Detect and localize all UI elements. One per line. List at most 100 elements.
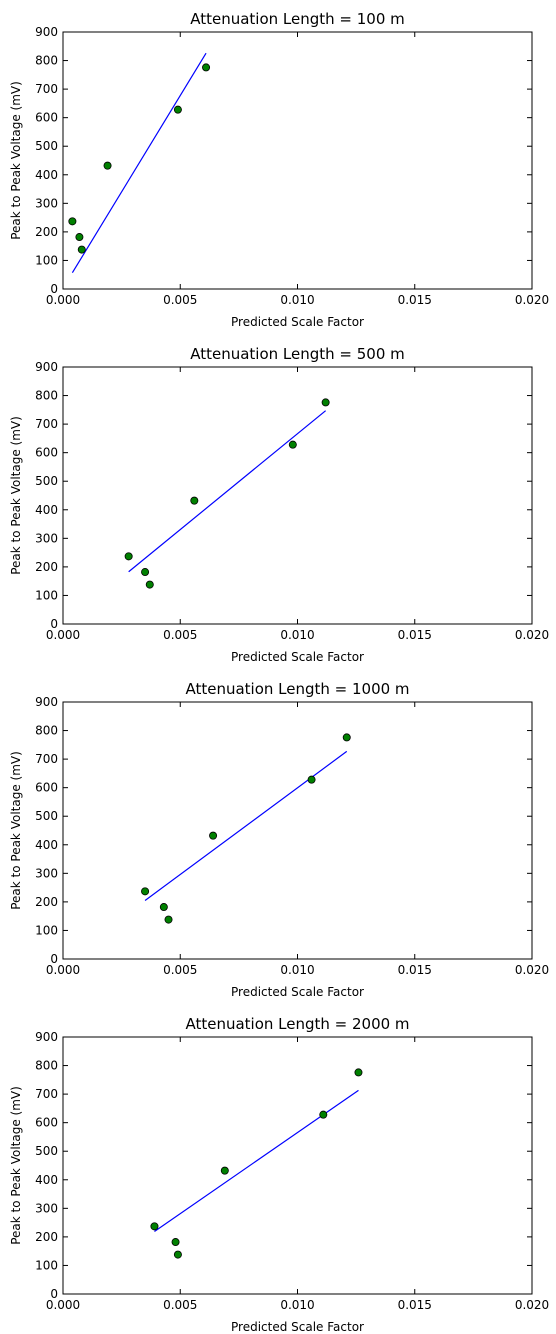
data-point	[141, 887, 150, 896]
y-tick-label: 200	[35, 895, 58, 909]
x-tick-label: 0.000	[46, 1298, 80, 1312]
y-tick-label: 600	[35, 446, 58, 460]
data-point	[141, 568, 150, 577]
data-point	[209, 831, 218, 840]
data-point	[321, 398, 330, 407]
y-tick-label: 700	[35, 417, 58, 431]
x-tick-label: 0.020	[515, 963, 549, 977]
data-point	[342, 733, 351, 742]
y-tick-label: 300	[35, 866, 58, 880]
y-tick-label: 400	[35, 838, 58, 852]
y-tick-label: 100	[35, 923, 58, 937]
data-point	[103, 161, 112, 170]
y-tick-label: 900	[35, 1030, 58, 1044]
y-tick-label: 300	[35, 196, 58, 210]
y-tick-label: 200	[35, 1230, 58, 1244]
y-tick-label: 500	[35, 809, 58, 823]
data-point	[288, 440, 297, 449]
y-tick-label: 700	[35, 752, 58, 766]
y-tick-label: 100	[35, 1258, 58, 1272]
y-tick-label: 600	[35, 781, 58, 795]
y-axis-label: Peak to Peak Voltage (mV)	[9, 1086, 23, 1245]
x-tick-label: 0.020	[515, 628, 549, 642]
x-axis-label: Predicted Scale Factor	[231, 650, 364, 664]
data-point	[202, 63, 211, 72]
y-tick-label: 400	[35, 168, 58, 182]
chart-panel-2: Attenuation Length = 500 m 0 100 200 300 400 5…	[9, 345, 549, 664]
data-point	[173, 105, 182, 114]
x-tick-label: 0.015	[398, 963, 432, 977]
y-tick-label: 700	[35, 1087, 58, 1101]
y-axis-label: Peak to Peak Voltage (mV)	[9, 751, 23, 910]
x-tick-label: 0.010	[280, 293, 314, 307]
plot-frame	[62, 366, 533, 625]
x-tick-label: 0.000	[46, 963, 80, 977]
y-tick-label: 500	[35, 139, 58, 153]
y-axis-label: Peak to Peak Voltage (mV)	[9, 416, 23, 575]
y-tick-label: 500	[35, 474, 58, 488]
y-tick-label: 500	[35, 1144, 58, 1158]
y-tick-label: 0	[50, 1287, 58, 1301]
data-point	[190, 496, 199, 505]
chart-panel-1: Attenuation Length = 100 m 0 100 200 300 400 5…	[9, 10, 549, 329]
x-tick-label: 0.015	[398, 1298, 432, 1312]
y-tick-label: 900	[35, 360, 58, 374]
y-tick-label: 600	[35, 1116, 58, 1130]
data-point	[164, 915, 173, 924]
y-tick-label: 800	[35, 389, 58, 403]
data-point	[171, 1238, 180, 1247]
y-tick-label: 0	[50, 952, 58, 966]
chart-panel-3: Attenuation Length = 1000 m 0 100 200 300 400…	[9, 680, 549, 999]
y-tick-label: 100	[35, 253, 58, 267]
y-tick-label: 600	[35, 111, 58, 125]
chart-title: Attenuation Length = 1000 m	[185, 680, 409, 698]
x-tick-label: 0.000	[46, 293, 80, 307]
data-point	[173, 1250, 182, 1259]
y-tick-label: 800	[35, 54, 58, 68]
data-point	[124, 552, 133, 561]
x-axis-label: Predicted Scale Factor	[231, 1320, 364, 1334]
x-tick-label: 0.005	[163, 293, 197, 307]
y-tick-label: 900	[35, 25, 58, 39]
plot-frame	[62, 1036, 533, 1295]
plot-frame	[62, 31, 533, 290]
x-tick-label: 0.015	[398, 293, 432, 307]
y-tick-label: 200	[35, 560, 58, 574]
y-tick-label: 300	[35, 531, 58, 545]
y-tick-label: 400	[35, 503, 58, 517]
y-tick-label: 0	[50, 617, 58, 631]
y-tick-label: 400	[35, 1173, 58, 1187]
chart-title: Attenuation Length = 2000 m	[185, 1015, 409, 1033]
plot-frame	[62, 701, 533, 960]
chart-panel-4: Attenuation Length = 2000 m 0 100 200 300 400…	[9, 1015, 549, 1334]
x-tick-label: 0.020	[515, 1298, 549, 1312]
data-point	[159, 903, 168, 912]
data-point	[319, 1110, 328, 1119]
data-point	[68, 217, 77, 226]
x-tick-label: 0.010	[280, 1298, 314, 1312]
x-tick-label: 0.005	[163, 963, 197, 977]
chart-title: Attenuation Length = 100 m	[190, 10, 405, 28]
data-point	[307, 775, 316, 784]
y-tick-label: 900	[35, 695, 58, 709]
fit-line	[71, 52, 207, 274]
y-tick-label: 0	[50, 282, 58, 296]
data-point	[77, 245, 86, 254]
fit-line	[154, 1089, 359, 1232]
fit-line	[128, 410, 327, 573]
x-tick-label: 0.020	[515, 293, 549, 307]
y-tick-label: 200	[35, 225, 58, 239]
y-tick-label: 700	[35, 82, 58, 96]
data-point	[150, 1222, 159, 1231]
y-tick-label: 300	[35, 1201, 58, 1215]
y-tick-label: 800	[35, 724, 58, 738]
x-tick-label: 0.005	[163, 1298, 197, 1312]
x-axis-label: Predicted Scale Factor	[231, 315, 364, 329]
y-axis-label: Peak to Peak Voltage (mV)	[9, 81, 23, 240]
x-tick-label: 0.010	[280, 628, 314, 642]
fit-line	[144, 750, 348, 901]
data-point	[220, 1166, 229, 1175]
x-axis-label: Predicted Scale Factor	[231, 985, 364, 999]
y-tick-label: 100	[35, 588, 58, 602]
